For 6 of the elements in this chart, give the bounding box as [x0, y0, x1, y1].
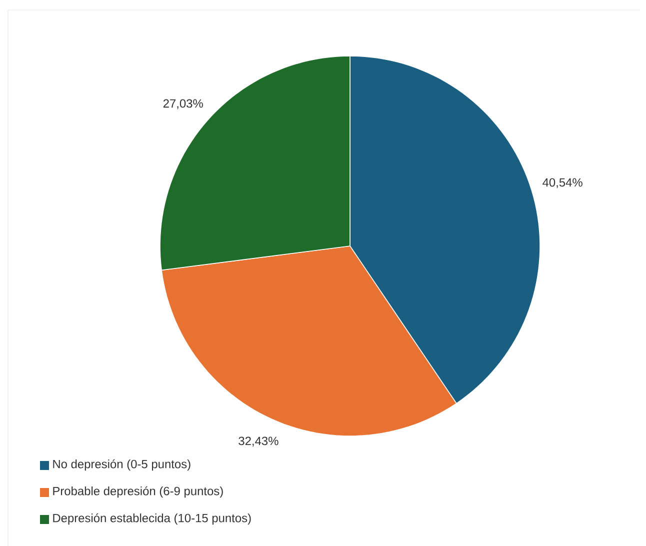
data-label: 40,54% — [542, 178, 582, 188]
data-label: 27,03% — [163, 99, 203, 110]
legend-label: Probable depresión (6-9 puntos) — [53, 486, 223, 498]
data-label: 32,43% — [238, 436, 278, 447]
legend-label: No depresión (0-5 puntos) — [53, 459, 190, 471]
legend-label: Depresión establecida (10-15 puntos) — [53, 513, 251, 525]
